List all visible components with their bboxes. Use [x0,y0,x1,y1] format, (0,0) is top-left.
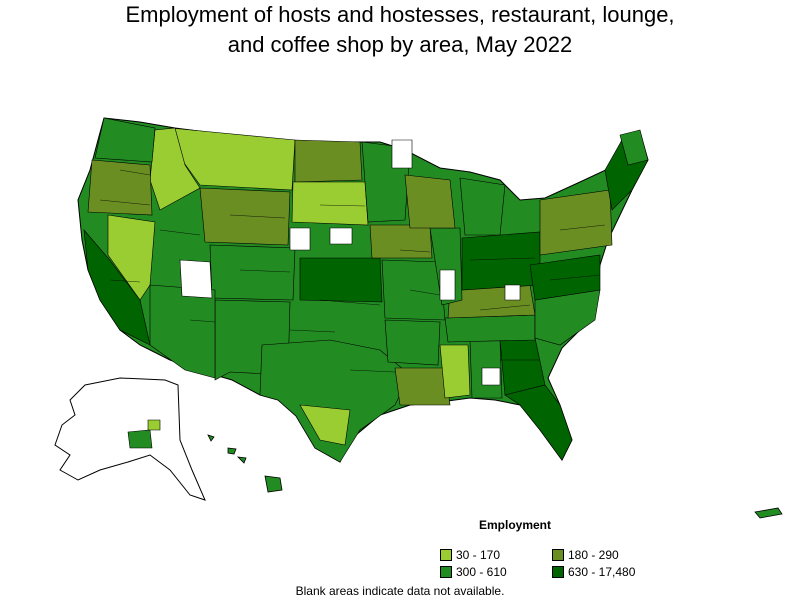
no-data-wyoming [289,227,311,251]
no-data-mississippi [481,367,501,386]
legend-swatch-4 [552,566,564,578]
page-title: Employment of hosts and hostesses, resta… [0,0,800,60]
legend-label-4: 630 - 17,480 [568,565,636,579]
legend-label-1: 30 - 170 [456,548,501,562]
region-iowa [369,224,433,259]
region-tennessee [444,314,536,343]
legend: Employment 30 - 170 180 - 290 300 - 610 … [440,518,680,579]
legend-title: Employment [478,518,551,532]
legend-label-3: 300 - 610 [456,565,507,579]
region-nevada [107,214,156,301]
region-wyoming [199,187,291,246]
puerto-rico [754,507,783,519]
region-california [83,229,151,346]
region-wisconsin [404,174,456,229]
region-north-dakota [294,139,363,183]
region-kansas [299,257,383,303]
no-data-areas [179,139,521,386]
region-indiana-ohio [461,231,541,291]
title-line-1: Employment of hosts and hostesses, resta… [125,2,675,27]
no-data-great-lakes-north [391,139,413,169]
region-louisiana [394,367,451,406]
legend-swatch-2 [552,549,564,561]
no-data-nebraska [329,227,353,245]
region-virginia [529,254,601,301]
no-data-kentucky [504,284,521,301]
region-texas [259,339,411,463]
region-oregon [87,159,153,216]
region-maine [619,129,649,166]
region-florida [504,384,573,461]
region-washington [94,117,156,163]
alaska-area-southeast [147,419,161,431]
no-data-missouri [439,269,456,301]
title-line-2: and coffee shop by area, May 2022 [227,32,573,57]
legend-swatch-1 [440,549,452,561]
area-boundaries [99,169,606,373]
region-south-dakota [291,181,369,226]
legend-swatch-3 [440,566,452,578]
legend-label-2: 180 - 290 [568,548,619,562]
region-missouri [381,259,446,321]
blank-areas-note: Blank areas indicate data not available. [295,584,505,598]
region-pennsylvania-ny [539,189,613,256]
legend-item-3: 300 - 610 [440,565,552,579]
region-arkansas [384,319,441,366]
legend-item-1: 30 - 170 [440,548,552,562]
legend-grid: 30 - 170 180 - 290 300 - 610 630 - 17,48… [440,548,680,579]
legend-item-2: 180 - 290 [552,548,672,562]
legend-item-4: 630 - 17,480 [552,565,672,579]
hawaii [207,434,283,493]
region-colorado [209,244,296,301]
region-fills [83,117,649,463]
region-mississippi [439,344,471,399]
alaska-area-anchorage [127,429,153,449]
region-arizona [149,284,216,379]
region-south-texas [299,404,351,446]
no-data-utah [179,259,213,299]
region-michigan [459,177,506,236]
